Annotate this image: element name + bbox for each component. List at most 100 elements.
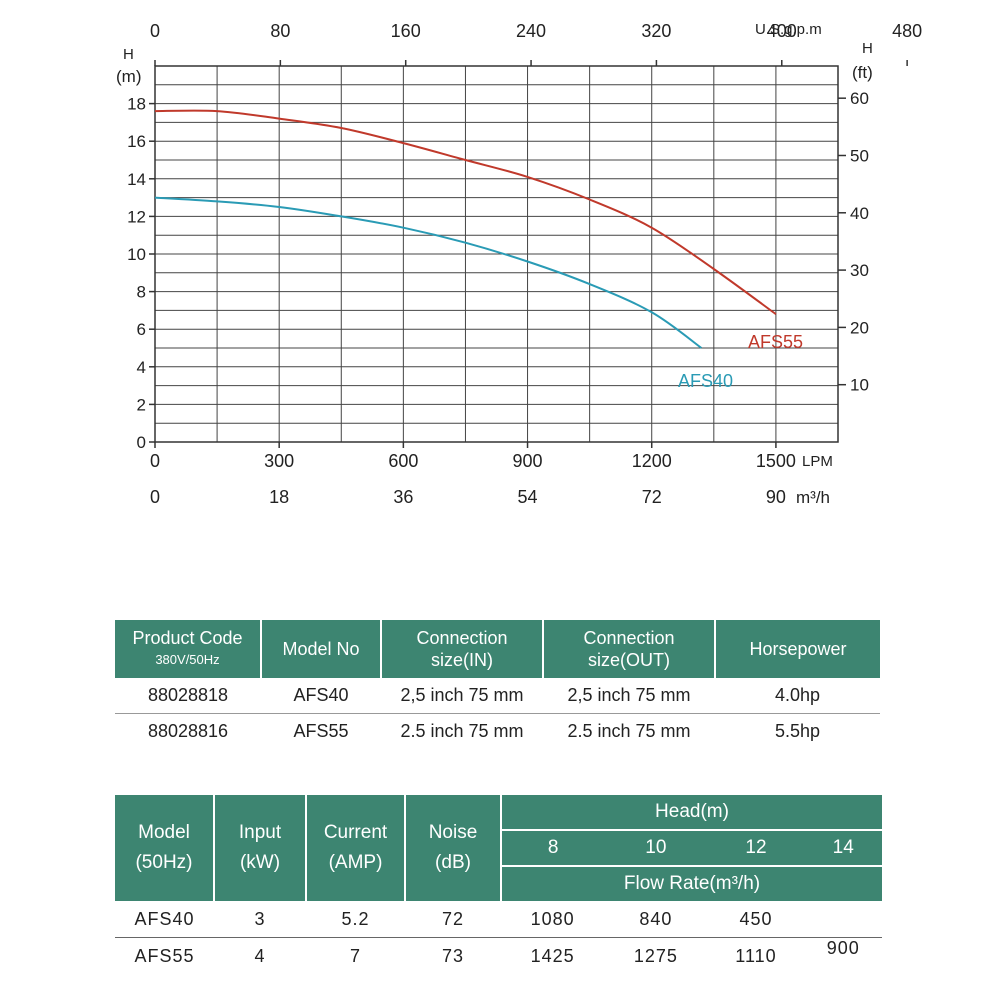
left-tick-label: 18 <box>127 95 146 114</box>
bottom-axis-m3h-ticks: 0 18 36 54 72 90 <box>150 487 786 507</box>
m3h-tick-label: 18 <box>269 487 289 507</box>
header-flow-rate: Flow Rate(m³/h) <box>623 873 761 894</box>
m3h-tick-label: 90 <box>766 487 786 507</box>
cell-conn-out: 2.5 inch 75 mm <box>567 721 691 741</box>
cell-conn-out: 2,5 inch 75 mm <box>543 678 715 714</box>
left-tick-label: 2 <box>137 395 146 414</box>
bottom-axis-lpm-unit: LPM <box>802 453 833 470</box>
header-current-line1: Current <box>323 822 388 843</box>
top-axis-unit: U.S.g.p.m <box>755 21 822 38</box>
cell-flow-12: 450 <box>707 901 805 938</box>
header-current-line2: (AMP) <box>328 852 383 873</box>
lpm-tick-label: 0 <box>150 451 160 471</box>
performance-table: Model (50Hz) Input (kW) Current (AMP) No… <box>115 795 882 974</box>
table-row: 88028818 AFS40 2,5 inch 75 mm 2,5 inch 7… <box>115 678 880 714</box>
lpm-tick-label: 900 <box>513 451 543 471</box>
left-tick-label: 4 <box>137 358 146 377</box>
cell-horsepower: 5.5hp <box>774 721 821 741</box>
header-head: Head(m) <box>501 795 882 831</box>
cell-input: 4 <box>254 945 266 966</box>
right-axis-label: H <box>862 40 873 57</box>
left-tick-label: 14 <box>127 170 146 189</box>
top-tick-label: 80 <box>270 21 290 41</box>
cell-flow-8: 1080 <box>501 901 605 938</box>
spec-header-row: Product Code 380V/50Hz Model No Connecti… <box>115 620 880 678</box>
header-head-10: 10 <box>604 830 708 867</box>
table-row: AFS55 4 7 73 1425 1275 1110 900 <box>115 938 882 975</box>
header-connection-out-line1: Connection <box>583 628 675 648</box>
header-connection-out-line2: size(OUT) <box>588 650 670 670</box>
header-model-line2: (50Hz) <box>135 852 193 873</box>
right-axis-unit: (ft) <box>852 63 873 82</box>
m3h-tick-label: 0 <box>150 487 160 507</box>
cell-flow-10: 840 <box>604 901 708 938</box>
cell-model: AFS40 <box>261 678 381 714</box>
cell-noise: 73 <box>441 945 465 966</box>
cell-model: AFS55 <box>134 945 195 966</box>
perf-header-row-1: Model (50Hz) Input (kW) Current (AMP) No… <box>115 795 882 901</box>
header-connection-in-line1: Connection <box>416 628 508 648</box>
left-tick-label: 10 <box>127 245 146 264</box>
header-noise: Noise (dB) <box>405 795 502 901</box>
header-connection-out: Connection size(OUT) <box>543 620 716 678</box>
right-tick-label: 60 <box>850 89 869 108</box>
cell-flow-14 <box>804 901 882 938</box>
right-tick-label: 10 <box>850 376 869 395</box>
header-head-8: 8 <box>501 830 605 867</box>
table-row: 88028816 AFS55 2.5 inch 75 mm 2.5 inch 7… <box>115 714 880 750</box>
cell-input: 3 <box>214 901 306 938</box>
cell-flow-10: 1275 <box>633 945 678 966</box>
m3h-tick-label: 54 <box>518 487 538 507</box>
left-axis-unit: (m) <box>116 67 141 86</box>
series-lines <box>154 109 777 349</box>
header-input-line2: (kW) <box>239 852 281 873</box>
cell-flow-8: 1425 <box>530 945 575 966</box>
right-axis-ticks: 10 20 30 40 50 60 <box>838 89 869 395</box>
header-noise-line1: Noise <box>428 822 478 843</box>
cell-horsepower: 4.0hp <box>715 678 880 714</box>
left-tick-label: 12 <box>127 207 146 226</box>
series-label-afs55: AFS55 <box>748 332 803 352</box>
right-tick-label: 20 <box>850 318 869 337</box>
header-model: Model (50Hz) <box>115 795 215 901</box>
header-current: Current (AMP) <box>306 795 406 901</box>
left-tick-label: 8 <box>137 283 146 302</box>
left-tick-label: 16 <box>127 132 146 151</box>
header-noise-line2: (dB) <box>435 852 471 873</box>
left-tick-label: 6 <box>137 320 146 339</box>
top-axis-ticks: 0 80 160 240 320 400 480 <box>150 21 922 66</box>
m3h-tick-label: 72 <box>642 487 662 507</box>
top-tick-label: 400 <box>767 21 797 41</box>
top-tick-label: 0 <box>150 21 160 41</box>
cell-code: 88028818 <box>115 678 261 714</box>
cell-model: AFS40 <box>115 901 214 938</box>
cell-conn-in: 2.5 inch 75 mm <box>400 721 524 741</box>
top-tick-label: 240 <box>516 21 546 41</box>
top-tick-label: 480 <box>892 21 922 41</box>
header-model-no: Model No <box>261 620 382 678</box>
series-label-afs40: AFS40 <box>678 371 733 391</box>
header-product-code-label: Product Code <box>132 628 243 648</box>
table-row: AFS40 3 5.2 72 1080 840 450 <box>115 901 882 938</box>
cell-flow-12: 1110 <box>735 945 777 966</box>
cell-code: 88028816 <box>147 721 229 741</box>
header-input-line1: Input <box>238 822 282 843</box>
spec-table: Product Code 380V/50Hz Model No Connecti… <box>115 620 880 749</box>
series-line-afs40 <box>154 196 702 349</box>
header-product-code: Product Code 380V/50Hz <box>115 620 262 678</box>
left-axis-label: H <box>123 46 134 63</box>
cell-current: 5.2 <box>306 901 405 938</box>
header-model-line1: Model <box>138 822 190 843</box>
m3h-tick-label: 36 <box>393 487 413 507</box>
left-axis-ticks: 0 2 4 6 8 10 12 14 16 18 <box>127 95 155 452</box>
header-connection-in-line2: size(IN) <box>431 650 493 670</box>
top-tick-label: 320 <box>641 21 671 41</box>
right-tick-label: 40 <box>850 204 869 223</box>
header-head-14: 14 <box>804 830 882 867</box>
cell-noise: 72 <box>405 901 501 938</box>
top-tick-label: 160 <box>391 21 421 41</box>
grid-lines <box>155 66 838 442</box>
right-tick-label: 50 <box>850 146 869 165</box>
bottom-axis-lpm-ticks: 0 300 600 900 1200 1500 <box>150 442 796 471</box>
lpm-tick-label: 1500 <box>756 451 796 471</box>
